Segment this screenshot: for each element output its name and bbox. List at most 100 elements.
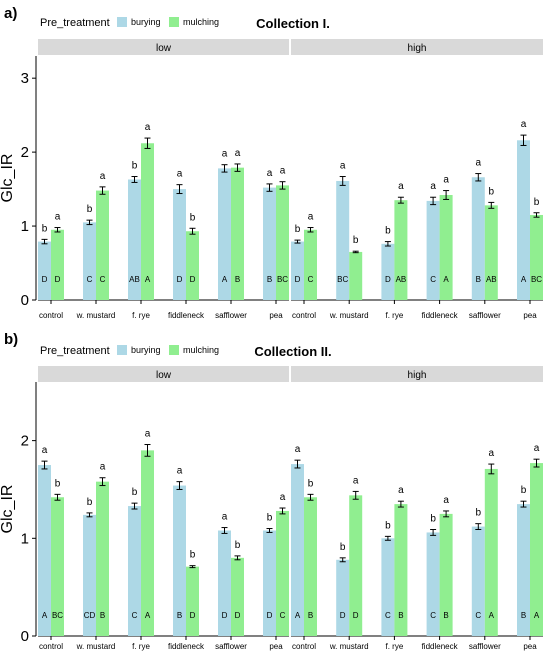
significance-letter: a bbox=[430, 181, 436, 192]
x-tick-label: control bbox=[292, 642, 316, 651]
significance-letter: b bbox=[521, 485, 527, 496]
facet-label: low bbox=[156, 370, 172, 381]
bar-mulching bbox=[394, 504, 408, 636]
significance-letter: a bbox=[100, 462, 106, 473]
bar-burying bbox=[426, 200, 440, 300]
bar-burying bbox=[38, 465, 51, 636]
bar-burying bbox=[381, 538, 395, 636]
bar-mulching bbox=[141, 143, 154, 300]
bar-burying bbox=[381, 243, 395, 300]
x-tick-label: pea bbox=[269, 311, 283, 320]
significance-letter: b bbox=[308, 478, 314, 489]
y-tick-label: 1 bbox=[21, 218, 29, 235]
bar-mulching bbox=[304, 497, 317, 636]
bar-mulching bbox=[349, 495, 363, 636]
group-letter: A bbox=[222, 275, 228, 284]
significance-letter: a bbox=[443, 175, 449, 186]
bar-burying bbox=[83, 222, 96, 300]
facet-label: high bbox=[408, 43, 427, 54]
group-letter: AB bbox=[486, 275, 497, 284]
group-letter: B bbox=[398, 611, 403, 620]
group-letter: BC bbox=[52, 611, 63, 620]
significance-letter: b bbox=[190, 550, 196, 561]
facet-strip bbox=[38, 39, 289, 55]
legend-swatch-mulching bbox=[169, 345, 179, 355]
x-tick-label: f. rye bbox=[132, 311, 150, 320]
bar-mulching bbox=[304, 229, 317, 300]
group-letter: D bbox=[385, 275, 391, 284]
x-tick-label: pea bbox=[269, 642, 283, 651]
facet-label: low bbox=[156, 43, 172, 54]
group-letter: A bbox=[443, 275, 449, 284]
bar-burying bbox=[471, 177, 485, 300]
group-letter: AB bbox=[129, 275, 140, 284]
group-letter: AB bbox=[396, 275, 407, 284]
legend-swatch-burying bbox=[117, 345, 127, 355]
bar-mulching bbox=[96, 481, 109, 636]
significance-letter: a bbox=[177, 169, 183, 180]
group-letter: BC bbox=[337, 275, 348, 284]
significance-letter: a bbox=[489, 448, 495, 459]
group-letter: A bbox=[42, 611, 48, 620]
significance-letter: a bbox=[295, 444, 301, 455]
bar-mulching bbox=[141, 450, 154, 636]
bar-mulching bbox=[51, 497, 64, 636]
significance-letter: a bbox=[235, 148, 241, 159]
bar-burying bbox=[83, 514, 96, 636]
facet-strip bbox=[291, 39, 543, 55]
significance-letter: a bbox=[280, 166, 286, 177]
significance-letter: b bbox=[476, 508, 482, 519]
facet-label: high bbox=[408, 370, 427, 381]
group-letter: D bbox=[267, 611, 273, 620]
group-letter: B bbox=[443, 611, 448, 620]
significance-letter: a bbox=[177, 466, 183, 477]
panel-label: a) bbox=[4, 5, 17, 22]
bar-burying bbox=[336, 180, 350, 300]
bar-mulching bbox=[530, 463, 543, 636]
significance-letter: a bbox=[42, 445, 48, 456]
bar-burying bbox=[291, 241, 304, 300]
bar-mulching bbox=[484, 205, 498, 300]
significance-letter: b bbox=[295, 224, 301, 235]
significance-letter: a bbox=[280, 492, 286, 503]
significance-letter: b bbox=[353, 235, 359, 246]
significance-letter: a bbox=[443, 495, 449, 506]
group-letter: BC bbox=[531, 275, 542, 284]
group-letter: B bbox=[100, 611, 105, 620]
bar-mulching bbox=[186, 566, 199, 636]
x-tick-label: control bbox=[39, 642, 63, 651]
bar-burying bbox=[291, 464, 304, 636]
x-tick-label: w. mustard bbox=[329, 311, 369, 320]
significance-letter: a bbox=[476, 158, 482, 169]
significance-letter: a bbox=[521, 119, 527, 130]
bar-mulching bbox=[231, 167, 244, 300]
significance-letter: a bbox=[340, 161, 346, 172]
y-tick-label: 3 bbox=[21, 70, 29, 87]
significance-letter: a bbox=[222, 512, 228, 523]
group-letter: C bbox=[87, 275, 93, 284]
legend-title: Pre_treatment bbox=[40, 345, 110, 357]
group-letter: B bbox=[267, 275, 272, 284]
y-tick-label: 2 bbox=[21, 433, 29, 450]
bar-burying bbox=[173, 189, 186, 300]
bar-burying bbox=[517, 504, 530, 636]
significance-letter: a bbox=[145, 122, 151, 133]
group-letter: C bbox=[100, 275, 106, 284]
group-letter: D bbox=[42, 275, 48, 284]
panel-label: b) bbox=[4, 331, 18, 348]
y-axis-label: Glc_IR bbox=[0, 154, 16, 203]
significance-letter: b bbox=[235, 540, 241, 551]
bar-burying bbox=[471, 526, 485, 636]
group-letter: D bbox=[235, 611, 241, 620]
x-tick-label: fiddleneck bbox=[168, 642, 205, 651]
bar-mulching bbox=[484, 468, 498, 636]
legend-label-burying: burying bbox=[131, 345, 161, 355]
group-letter: D bbox=[190, 611, 196, 620]
x-tick-label: w. mustard bbox=[329, 642, 369, 651]
group-letter: B bbox=[521, 611, 526, 620]
chart-title: Collection I. bbox=[256, 16, 330, 31]
facet-strip bbox=[38, 366, 289, 382]
x-tick-label: f. rye bbox=[386, 311, 404, 320]
significance-letter: a bbox=[267, 168, 273, 179]
